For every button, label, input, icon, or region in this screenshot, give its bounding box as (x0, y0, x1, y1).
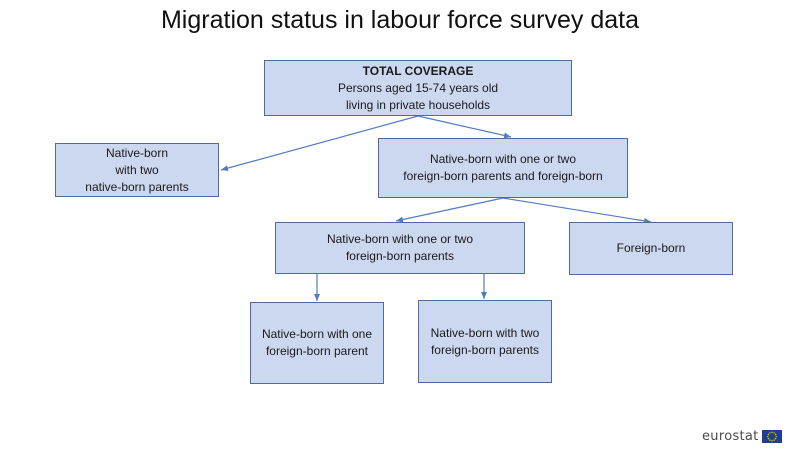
eu-flag-icon (761, 430, 782, 443)
node-one-parent-line2: foreign-born parent (265, 344, 369, 358)
node-total-coverage-line2: living in private households (345, 97, 491, 112)
arrow-root-to-native (220, 115, 419, 172)
node-total-coverage-line1: Persons aged 15-74 years old (337, 80, 499, 95)
arrow-root-to-mixed (417, 115, 512, 139)
node-second-gen-line2: foreign-born parents (345, 249, 455, 263)
arrow-mixed-to-second-gen (395, 197, 504, 223)
node-two-foreign-parents: Native-born with two foreign-born parent… (418, 300, 552, 383)
node-foreign-line1: Foreign-born (616, 241, 686, 255)
node-mixed-line2: foreign-born parents and foreign-born (403, 169, 603, 183)
node-native-born-foreign-parents: Native-born with one or two foreign-born… (275, 222, 525, 274)
node-two-parents-line1: Native-born with two (430, 325, 540, 340)
node-second-gen-line1: Native-born with one or two (326, 232, 474, 246)
node-native-line1: Native-born (105, 145, 169, 160)
node-two-parents-line2: foreign-born parents (430, 342, 540, 357)
node-native-line2: with two (115, 162, 159, 177)
node-total-coverage: TOTAL COVERAGE Persons aged 15-74 years … (264, 60, 572, 116)
node-mixed-line1: Native-born with one or two (429, 152, 577, 166)
node-native-born-native-parents: Native-born with two native-born parents (55, 143, 219, 197)
diagram-title: Migration status in labour force survey … (160, 6, 639, 34)
node-one-parent-line1: Native-born with one (261, 327, 373, 341)
eurostat-logo: eurostat (702, 429, 782, 444)
eurostat-logo-text: eurostat (702, 429, 759, 444)
node-foreign-background: Native-born with one or two foreign-born… (378, 138, 628, 198)
node-native-line3: native-born parents (85, 179, 189, 194)
node-one-foreign-parent: Native-born with one foreign-born parent (250, 302, 384, 384)
arrow-mixed-to-foreign (502, 197, 652, 224)
node-foreign-born: Foreign-born (569, 222, 733, 275)
node-total-coverage-heading: TOTAL COVERAGE (362, 63, 474, 78)
